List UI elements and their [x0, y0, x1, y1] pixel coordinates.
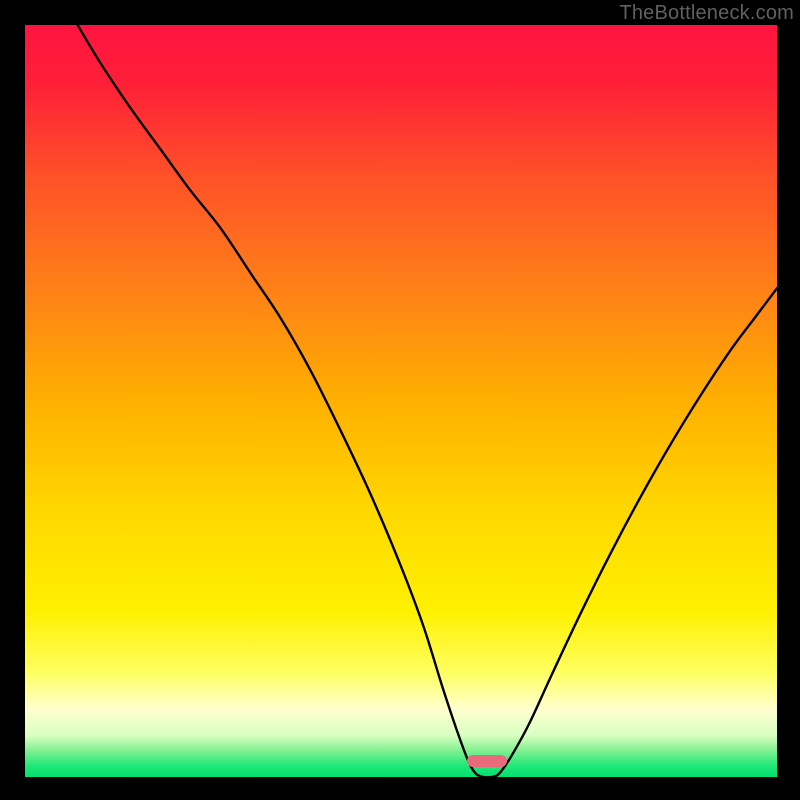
- plot-svg: [25, 25, 777, 777]
- optimum-marker: [467, 755, 507, 767]
- chart-frame: TheBottleneck.com: [0, 0, 800, 800]
- gradient-background: [25, 25, 777, 777]
- watermark-text: TheBottleneck.com: [619, 2, 794, 25]
- plot-area: [25, 25, 777, 777]
